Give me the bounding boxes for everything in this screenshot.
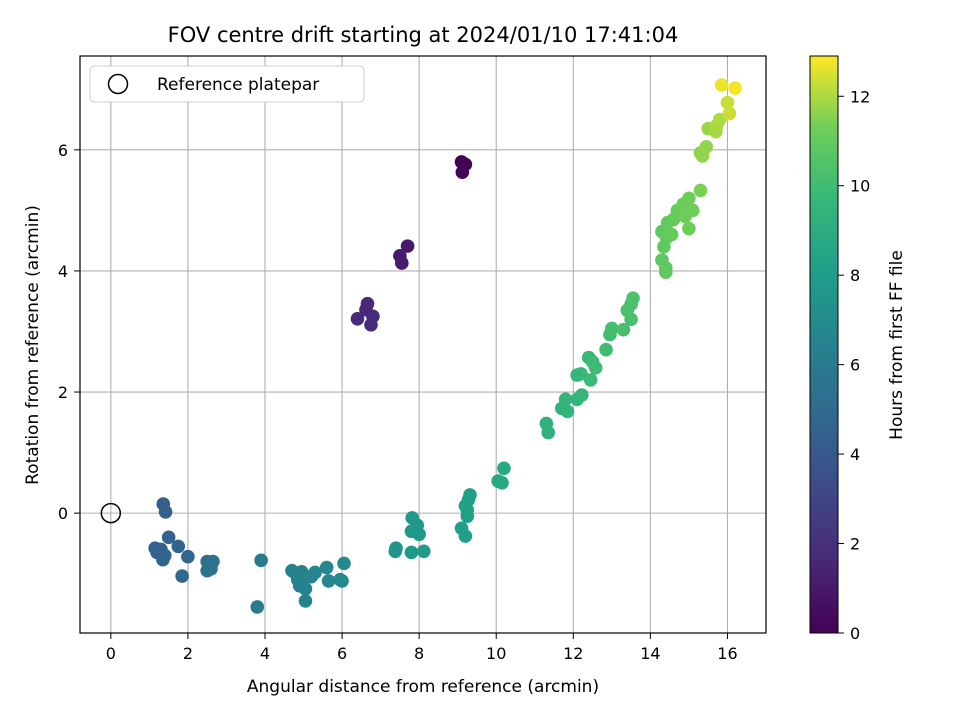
x-tick-label: 12 [563,644,583,663]
colorbar-tick-label: 0 [850,624,860,643]
x-tick-label: 2 [183,644,193,663]
scatter-point [626,291,640,305]
scatter-point [693,183,708,198]
scatter-point [574,388,589,402]
x-axis: 0 2 4 6 8 10 12 14 16 [106,633,738,663]
colorbar-tick-label: 12 [850,87,870,106]
scatter-point [605,321,619,336]
scatter-point [254,553,268,568]
y-axis: 0 2 4 6 [58,141,80,523]
scatter-point [412,527,426,542]
scatter-point [156,552,170,567]
scatter-point [335,574,349,588]
colorbar-label: Hours from first FF file [887,250,907,440]
scatter-point [722,106,737,121]
scatter-point [158,505,173,519]
colorbar-tick-label: 10 [850,177,870,196]
legend-box [89,65,365,103]
x-tick-label: 8 [414,644,424,663]
scatter-point [699,140,714,154]
scatter-point [616,322,631,337]
scatter-point [308,565,322,580]
scatter-point [181,549,195,564]
scatter-point [350,311,365,326]
x-axis-label: Angular distance from reference (arcmin) [247,677,599,697]
scatter-point [588,361,603,375]
y-axis-label: Rotation from reference (arcmin) [23,205,43,485]
scatter-point [541,425,556,440]
scatter-point [416,544,431,559]
plot-frame [79,55,767,634]
scatter-point [337,556,351,571]
scatter-point [175,569,189,583]
scatter-point [463,488,477,502]
scatter-point [728,81,742,95]
reference-platepar-marker [100,502,122,524]
grid-lines [80,56,766,633]
reference-marker-group [100,502,122,524]
scatter-point [319,560,334,575]
x-tick-label: 4 [260,644,270,663]
scatter-point [458,529,473,543]
scatter-point [495,476,509,490]
scatter-point [321,574,336,588]
scatter-point [395,256,409,270]
colorbar-tick-label: 6 [850,356,860,375]
x-tick-label: 14 [640,644,660,663]
scatter-point [388,544,403,559]
scatter-point [558,392,573,407]
legend: Reference platepar [89,65,365,103]
scatter-point [560,404,575,419]
scatter-point [497,461,511,476]
x-tick-label: 0 [106,644,116,663]
chart-title: FOV centre drift starting at 2024/01/10 … [168,23,679,47]
colorbar-gradient [809,55,839,634]
colorbar: 0 2 4 6 8 10 12 Hours from first FF file [809,55,907,643]
scatter-point [664,227,679,242]
scatter-point [714,78,729,92]
colorbar-ticks: 0 2 4 6 8 10 12 [838,87,870,643]
legend-marker-icon [107,73,129,95]
scatter-point [658,265,673,279]
x-tick-label: 6 [337,644,347,663]
scatter-point [298,594,313,608]
legend-label: Reference platepar [157,75,319,95]
scatter-point [455,165,470,180]
y-tick-label: 0 [58,504,68,523]
y-tick-label: 6 [58,141,68,160]
scatter-point [720,95,735,110]
y-tick-label: 4 [58,262,68,281]
y-tick-label: 2 [58,383,68,402]
scatter-point [364,318,378,332]
scatter-point [682,191,696,206]
scatter-point [460,503,475,517]
scatter-point [599,342,613,357]
scatter-point [200,563,214,578]
scatter-point [171,539,186,554]
scatter-point [161,530,176,545]
colorbar-tick-label: 2 [850,535,860,554]
scatter-point [250,600,265,614]
scatter-point [685,203,700,218]
data-points [148,78,742,614]
colorbar-tick-label: 8 [850,266,860,285]
scatter-point [624,312,638,327]
scatter-point [404,545,419,560]
x-tick-label: 16 [717,644,737,663]
scatter-point [682,221,696,236]
scatter-point [400,239,415,253]
scatter-point [298,582,313,596]
x-tick-label: 10 [486,644,506,663]
scatter-point [583,373,598,387]
colorbar-tick-label: 4 [850,445,860,464]
